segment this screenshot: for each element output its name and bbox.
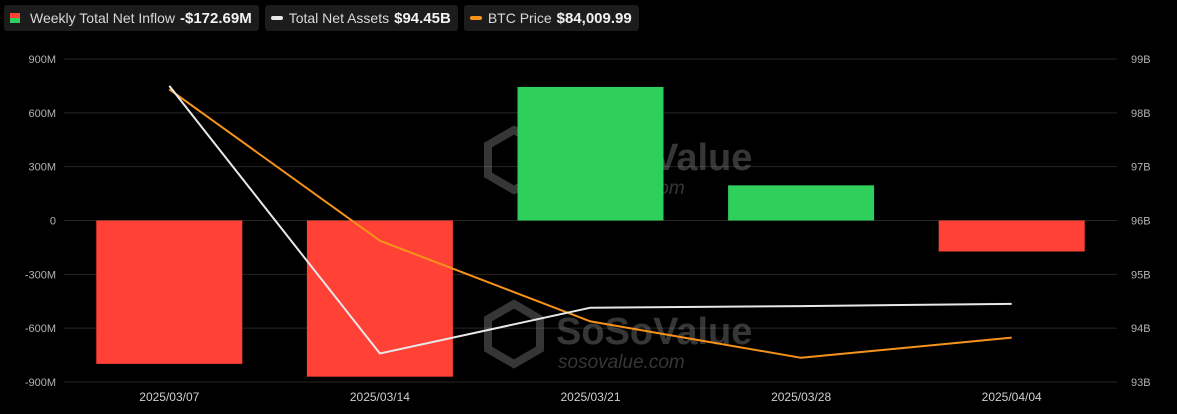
right-axis-tick: 96B — [1131, 216, 1151, 228]
right-axis-tick: 99B — [1131, 54, 1151, 66]
right-axis-tick: 98B — [1131, 108, 1151, 120]
left-axis-tick: -600M — [25, 323, 56, 335]
line-swatch-icon — [469, 16, 482, 20]
legend-inflow-value: -$172.69M — [180, 9, 252, 27]
legend-inflow[interactable]: Weekly Total Net Inflow -$172.69M — [4, 5, 259, 31]
left-axis-tick: -900M — [25, 377, 56, 389]
x-axis-tick: 2025/03/07 — [139, 390, 199, 404]
line-swatch-icon — [270, 16, 283, 20]
legend-assets[interactable]: Total Net Assets $94.45B — [264, 5, 458, 31]
right-axis-tick: 95B — [1131, 269, 1151, 281]
x-axis-tick: 2025/04/04 — [982, 390, 1042, 404]
right-axis-tick: 94B — [1131, 323, 1151, 335]
legend-assets-value: $94.45B — [394, 9, 451, 27]
legend-btc-value: $84,009.99 — [556, 9, 632, 27]
inflow-bar — [728, 185, 875, 221]
x-axis-tick: 2025/03/21 — [560, 390, 620, 404]
legend-btc[interactable]: BTC Price $84,009.99 — [463, 5, 639, 31]
watermark-url: sosovalue.com — [558, 352, 685, 373]
right-axis-tick: 97B — [1131, 162, 1151, 174]
left-axis-tick: 600M — [28, 108, 56, 120]
btc-price-line — [168, 88, 1012, 359]
legend-btc-label: BTC Price — [487, 10, 552, 26]
right-axis-tick: 93B — [1131, 377, 1151, 389]
total-net-assets-line — [168, 85, 1012, 355]
bar-swatch-icon — [10, 13, 20, 23]
left-axis-tick: -300M — [25, 269, 56, 281]
inflow-bar — [96, 220, 243, 364]
left-axis-tick: 900M — [28, 54, 56, 66]
inflow-bar — [306, 220, 453, 377]
x-axis-tick: 2025/03/14 — [350, 390, 410, 404]
logo-hexagon-icon — [484, 299, 544, 369]
x-axis-tick: 2025/03/28 — [771, 390, 831, 404]
legend-assets-label: Total Net Assets — [288, 10, 390, 26]
legend-inflow-label: Weekly Total Net Inflow — [30, 10, 175, 26]
inflow-bar — [517, 86, 664, 221]
inflow-bar — [938, 220, 1085, 252]
left-axis-tick: 300M — [28, 162, 56, 174]
left-axis-tick: 0 — [50, 216, 56, 228]
legend: Weekly Total Net Inflow -$172.69M Total … — [4, 5, 639, 31]
